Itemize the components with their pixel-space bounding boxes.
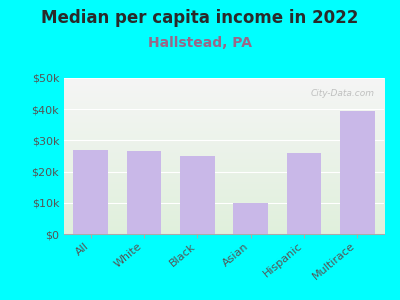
- Bar: [73, 150, 108, 234]
- Bar: [287, 153, 321, 234]
- Text: Hallstead, PA: Hallstead, PA: [148, 36, 252, 50]
- Bar: [127, 151, 161, 234]
- Text: City-Data.com: City-Data.com: [310, 89, 374, 98]
- Bar: [233, 203, 268, 234]
- Bar: [180, 156, 215, 234]
- Bar: [340, 111, 375, 234]
- Text: Median per capita income in 2022: Median per capita income in 2022: [41, 9, 359, 27]
